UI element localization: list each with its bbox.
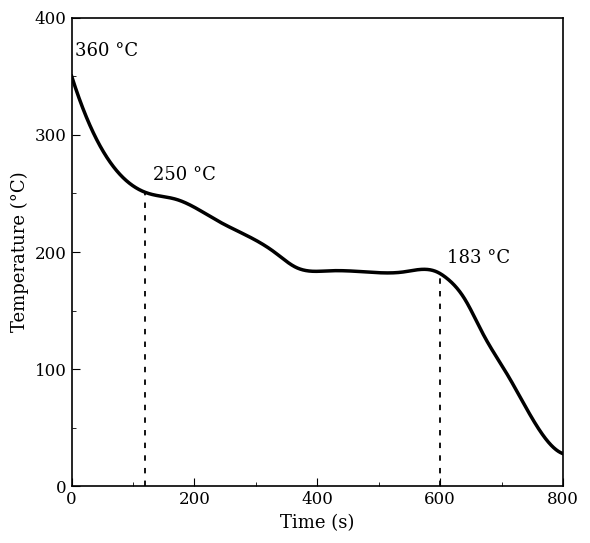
Text: 360 °C: 360 °C [75,42,138,60]
X-axis label: Time (s): Time (s) [280,514,355,532]
Y-axis label: Temperature (°C): Temperature (°C) [11,172,30,332]
Text: 183 °C: 183 °C [447,249,510,267]
Text: 250 °C: 250 °C [153,166,215,184]
